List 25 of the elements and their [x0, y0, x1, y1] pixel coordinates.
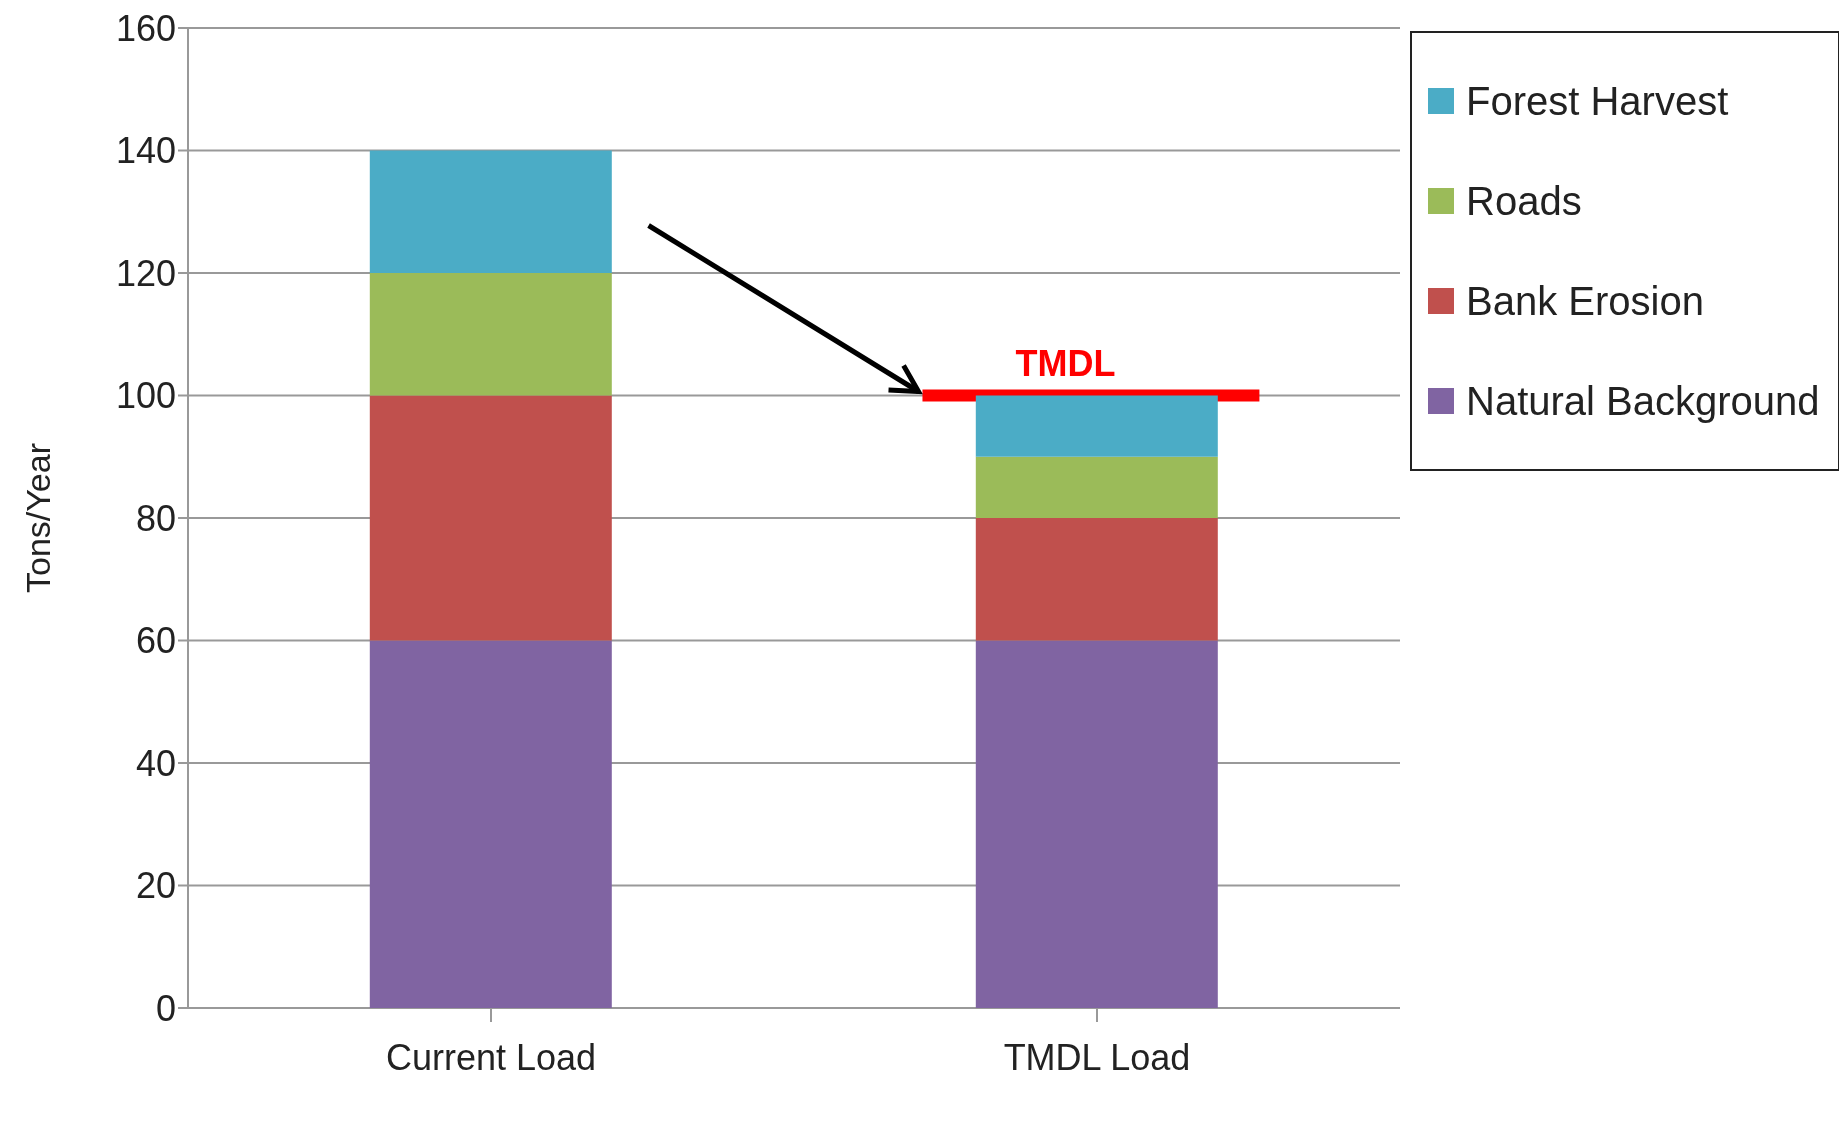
x-tick-label: Current Load	[385, 1036, 597, 1078]
legend-label: Natural Background	[1466, 378, 1820, 424]
legend-label: Bank Erosion	[1466, 278, 1704, 324]
y-tick-label: 160	[115, 7, 176, 49]
y-tick-label: 0	[155, 987, 176, 1029]
y-axis-title: Tons/Year	[19, 443, 58, 593]
legend-label: Roads	[1466, 178, 1582, 224]
x-tick-label: TMDL Load	[1003, 1036, 1191, 1078]
bar	[369, 395, 612, 641]
y-tick-label: 80	[135, 497, 176, 539]
y-tick-label: 60	[135, 620, 176, 662]
y-tick-label: 120	[115, 252, 176, 294]
bar	[975, 518, 1218, 641]
legend-label: Forest Harvest	[1466, 78, 1729, 124]
y-tick-label: 40	[135, 742, 176, 784]
bar	[975, 456, 1218, 518]
bar	[369, 150, 612, 273]
bar	[369, 640, 612, 1008]
y-tick-label: 20	[135, 865, 176, 907]
y-tick-label: 140	[115, 130, 176, 172]
ref-line-label: TMDL	[1015, 342, 1116, 384]
y-tick-label: 100	[115, 375, 176, 417]
bar	[975, 395, 1218, 457]
bar	[975, 640, 1218, 1008]
bar	[369, 273, 612, 396]
